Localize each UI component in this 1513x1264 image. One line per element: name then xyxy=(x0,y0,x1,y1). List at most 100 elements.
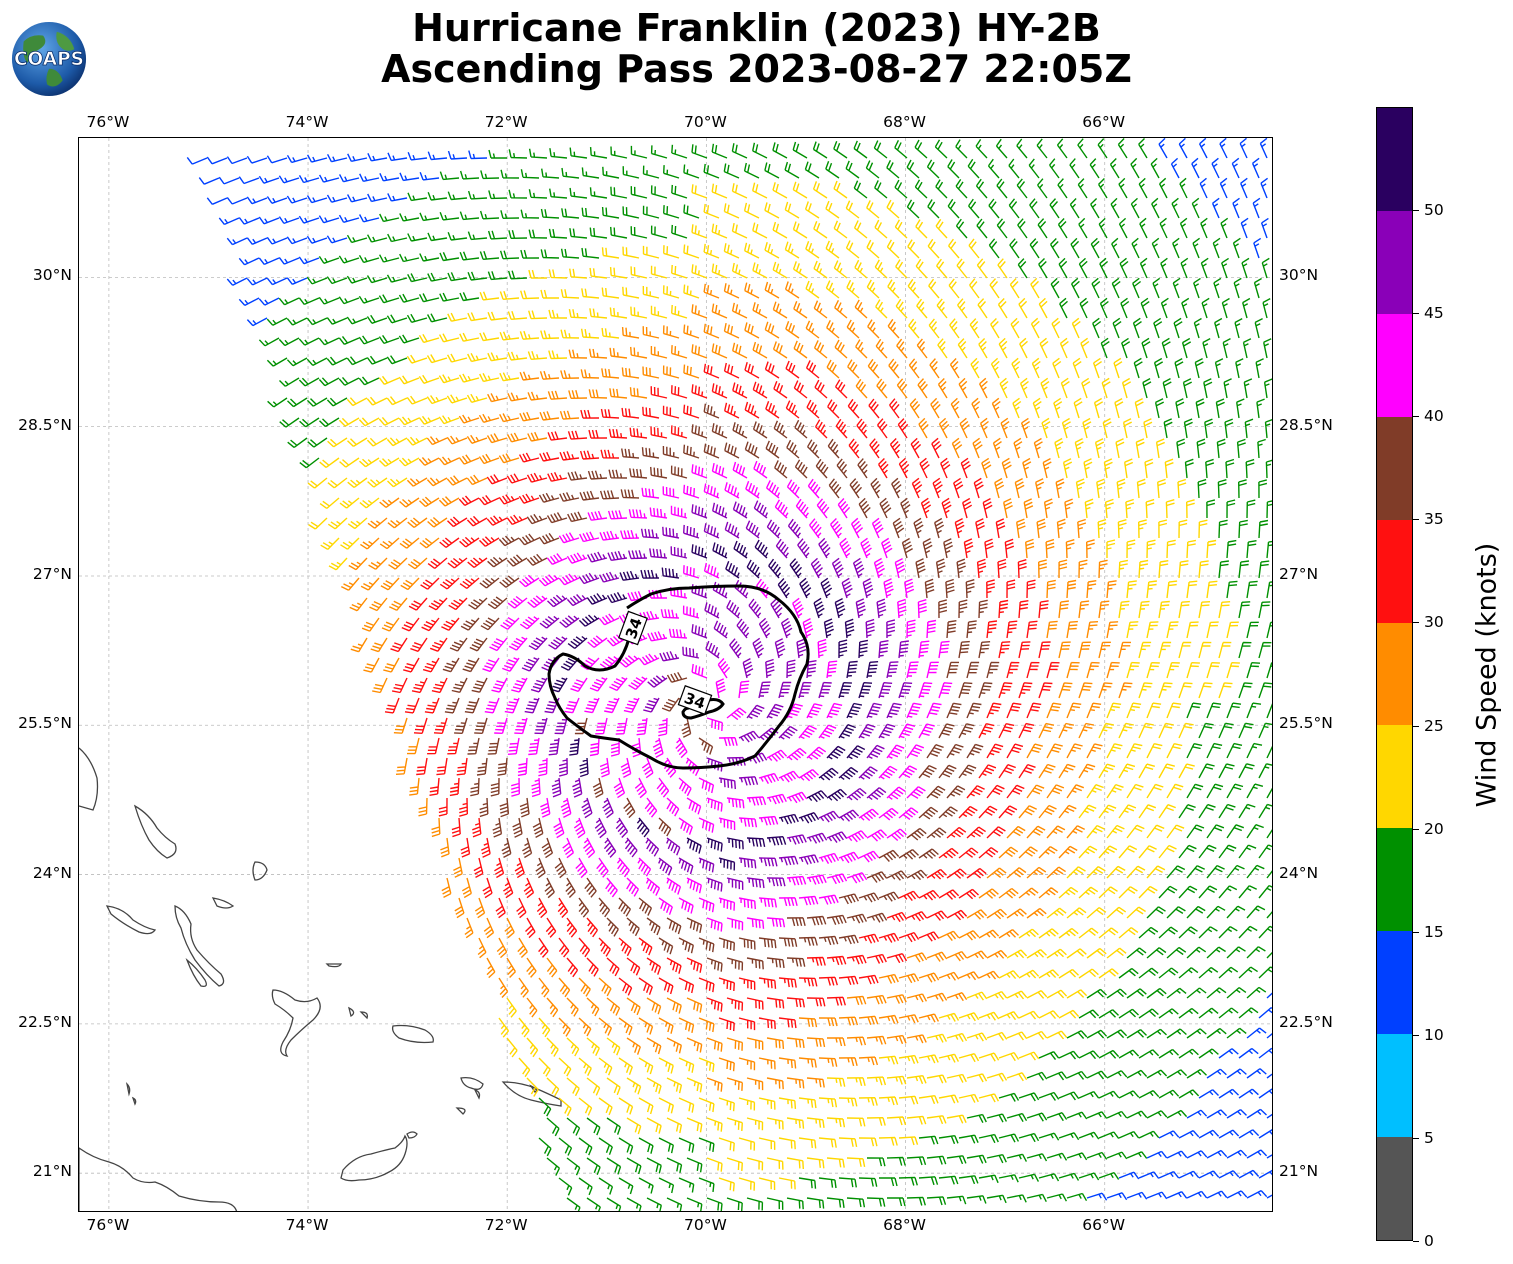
wind-barb xyxy=(643,697,660,713)
wind-barb xyxy=(866,279,880,299)
wind-barb xyxy=(975,518,985,539)
wind-barb xyxy=(662,405,680,419)
wind-barb xyxy=(1166,946,1187,959)
wind-barb xyxy=(566,1037,580,1057)
wind-barb xyxy=(1146,1110,1168,1119)
wind-barb xyxy=(986,867,1007,879)
wind-barb xyxy=(1202,337,1211,359)
wind-barb xyxy=(1054,437,1064,459)
wind-barb xyxy=(1018,297,1028,319)
wind-barb xyxy=(746,704,765,719)
wind-barb xyxy=(989,278,1000,299)
wind-barb xyxy=(1226,702,1242,719)
wind-barb xyxy=(1018,969,1040,979)
colorbar-tickmark xyxy=(1413,622,1419,624)
wind-barb xyxy=(641,487,660,499)
wind-barb xyxy=(1078,804,1097,819)
wind-barb xyxy=(858,1137,878,1147)
wind-barb xyxy=(500,617,520,630)
wind-barb xyxy=(480,617,500,631)
wind-barb xyxy=(886,870,908,881)
wind-barb xyxy=(560,656,580,671)
wind-barb xyxy=(726,797,745,809)
wind-barb xyxy=(500,210,520,219)
wind-barb xyxy=(520,209,540,219)
wind-barb xyxy=(746,1157,764,1171)
wind-barb xyxy=(986,579,995,599)
wind-barb xyxy=(718,1057,735,1072)
wind-barb xyxy=(1221,257,1229,279)
wind-barb xyxy=(765,401,780,419)
wind-barb xyxy=(618,977,633,996)
wind-barb xyxy=(978,1174,999,1184)
wind-barb xyxy=(691,663,708,679)
wind-barb xyxy=(486,957,496,979)
wind-barb xyxy=(678,937,694,954)
wind-barb xyxy=(766,749,788,762)
wind-barb xyxy=(386,355,408,365)
wind-barb xyxy=(517,757,528,777)
wind-barb xyxy=(246,237,268,245)
contour-label-34-outer: 34 xyxy=(618,610,648,646)
wind-barb xyxy=(1012,397,1022,419)
wind-barb xyxy=(598,897,611,918)
wind-barb xyxy=(766,1117,784,1130)
wind-barb xyxy=(732,461,748,479)
wind-barb xyxy=(1258,1169,1272,1179)
wind-barb xyxy=(996,178,1008,199)
wind-barb xyxy=(598,1097,613,1116)
wind-barb xyxy=(1022,457,1032,479)
wind-barb xyxy=(798,1017,818,1028)
wind-barb xyxy=(462,657,480,673)
wind-barb xyxy=(1078,886,1099,899)
wind-barb xyxy=(586,1157,601,1176)
wind-barb xyxy=(407,192,428,202)
wind-barb xyxy=(558,757,568,777)
wind-barb xyxy=(451,817,461,838)
wind-barb xyxy=(1223,378,1232,399)
wind-barb xyxy=(926,910,948,921)
wind-barb xyxy=(878,932,900,943)
wind-barb xyxy=(1006,1153,1028,1162)
wind-barb xyxy=(729,638,742,659)
wind-barb xyxy=(1026,579,1036,599)
wind-barb xyxy=(1166,824,1185,839)
wind-barb xyxy=(918,889,940,901)
wind-barb xyxy=(887,1197,906,1207)
wind-barb xyxy=(1166,783,1184,799)
wind-barb xyxy=(798,1177,817,1189)
wind-barb xyxy=(439,292,460,302)
wind-barb xyxy=(1243,378,1253,399)
wind-barb xyxy=(1139,257,1148,279)
wind-barb xyxy=(553,817,565,839)
wind-barb xyxy=(1019,337,1028,359)
wind-barb xyxy=(1186,1028,1207,1039)
wind-barb xyxy=(1042,457,1052,479)
exuma xyxy=(185,958,207,988)
wind-barb xyxy=(418,333,440,344)
wind-barb xyxy=(915,219,928,239)
wind-barb xyxy=(370,637,388,653)
wind-barb xyxy=(1218,1170,1240,1179)
wind-barb xyxy=(978,1093,1000,1103)
wind-barb xyxy=(1093,397,1104,419)
wind-barb xyxy=(388,557,408,570)
wind-barb xyxy=(578,1057,592,1077)
wind-barb xyxy=(1058,559,1068,579)
wind-barb xyxy=(1074,437,1084,459)
wind-barb xyxy=(606,917,619,937)
wind-barb xyxy=(1258,1088,1272,1099)
wind-barb xyxy=(1078,1009,1100,1019)
wind-barb xyxy=(1238,925,1258,939)
wind-barb xyxy=(1086,784,1104,799)
wind-barb xyxy=(507,351,528,361)
wind-barb xyxy=(865,618,875,639)
wind-barb xyxy=(706,1197,723,1211)
wind-barb xyxy=(526,1077,539,1097)
wind-barb xyxy=(1069,198,1080,219)
wind-barb xyxy=(858,850,880,863)
wind-barb xyxy=(540,289,559,299)
wind-barb xyxy=(650,466,668,479)
wind-barb xyxy=(813,260,828,279)
wind-barb xyxy=(758,772,780,784)
